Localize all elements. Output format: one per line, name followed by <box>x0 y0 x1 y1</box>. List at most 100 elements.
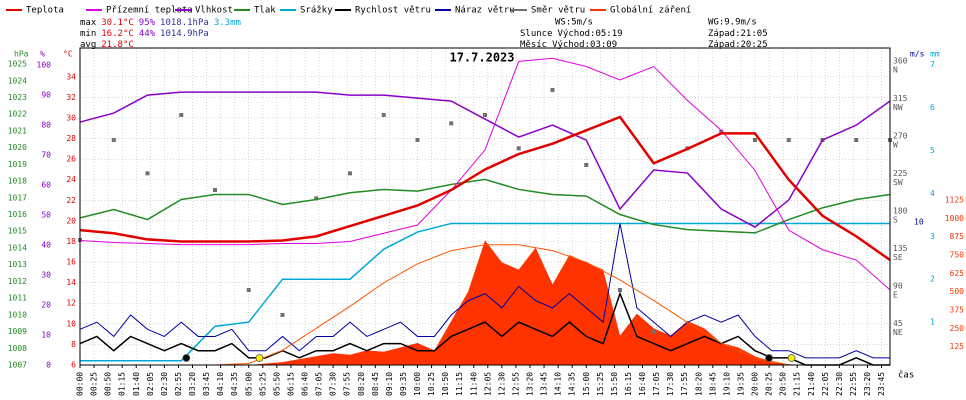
x-tick-label: 10:00 <box>413 372 422 396</box>
legend-label: Teplota <box>26 6 64 16</box>
x-tick-label: 02:05 <box>146 372 155 396</box>
y-tick-label: 7 <box>930 60 935 69</box>
y-tick-label: 0 <box>46 361 51 370</box>
x-tick-label: 11:15 <box>455 372 464 396</box>
x-tick-label: 19:35 <box>736 372 745 396</box>
plot-frame <box>79 47 891 366</box>
y-tick-label: 375 <box>950 305 965 314</box>
x-tick-label: 22:05 <box>821 372 830 396</box>
axis-unit: °C <box>63 50 73 59</box>
y-tick-label: 1017 <box>8 193 27 202</box>
y-tick-label: 1021 <box>8 126 27 135</box>
y-tick-label: 24 <box>66 175 76 184</box>
y-tick-label: 40 <box>41 241 51 250</box>
legend-label: Směr větru <box>531 6 585 16</box>
point <box>786 138 791 142</box>
point <box>348 171 352 176</box>
astro-set-time: 20:25 <box>741 40 768 50</box>
y-tick-label: 60 <box>41 181 51 190</box>
y-tick-label: 10 <box>66 319 76 328</box>
point <box>516 146 521 151</box>
y-tick-sublabel: E <box>893 291 898 300</box>
astro-rise-label: Východ: <box>552 40 590 50</box>
stats-label: min <box>80 29 96 39</box>
x-tick-label: 12:55 <box>511 372 520 396</box>
x-tick-label: 17:05 <box>652 372 661 396</box>
x-tick-label: 10:25 <box>427 372 436 396</box>
legend-label: Globální záření <box>610 6 691 16</box>
wind-max: WS:5m/s <box>555 18 593 28</box>
y-tick-sublabel: N <box>893 66 898 75</box>
point <box>381 113 386 117</box>
y-tick-label: 135 <box>893 244 908 253</box>
x-tick-label: 02:30 <box>160 372 169 396</box>
x-tick-label: 02:55 <box>174 372 183 396</box>
x-tick-label: 14:35 <box>568 372 577 396</box>
y-tick-sublabel: SE <box>893 253 903 262</box>
x-tick-label: 21:40 <box>807 372 816 396</box>
axis-unit: mm <box>930 50 940 59</box>
y-tick-label: 2 <box>930 275 935 284</box>
x-tick-label: 00:00 <box>76 372 85 396</box>
y-tick-label: 1011 <box>8 294 27 303</box>
point <box>651 329 656 334</box>
y-tick-label: 100 <box>37 61 52 70</box>
y-tick-label: 315 <box>893 94 908 103</box>
y-tick-label: 1020 <box>8 143 27 152</box>
point <box>449 121 454 126</box>
x-tick-label: 22:30 <box>835 372 844 396</box>
y-tick-label: 1022 <box>8 110 27 119</box>
y-tick-label: 5 <box>930 146 935 155</box>
y-tick-label: 20 <box>66 216 76 225</box>
y-tick-label: 1023 <box>8 93 27 102</box>
y-tick-label: 360 <box>893 57 908 66</box>
y-tick-label: 14 <box>66 278 76 287</box>
x-tick-label: 18:45 <box>708 372 717 396</box>
axis-unit: hPa <box>14 50 29 59</box>
y-tick-label: 750 <box>950 250 965 259</box>
y-tick-label: 250 <box>950 324 965 333</box>
x-tick-label: 23:45 <box>877 372 886 396</box>
x-tick-label: 20:50 <box>779 372 788 396</box>
point <box>314 196 319 201</box>
y-tick-label: 1012 <box>8 277 27 286</box>
x-tick-label: 05:00 <box>244 372 253 396</box>
y-tick-label: 1018 <box>8 177 27 186</box>
stats-value: 16.2°C <box>101 29 134 39</box>
y-tick-label: 32 <box>66 93 76 102</box>
x-tick-label: 22:55 <box>849 372 858 396</box>
y-tick-label: 1125 <box>945 195 964 204</box>
y-tick-label: 1010 <box>8 310 27 319</box>
y-tick-label: 26 <box>66 155 76 164</box>
stats-value: 1018.1hPa <box>160 18 209 28</box>
x-tick-label: 23:20 <box>863 372 872 396</box>
y-tick-label: 270 <box>893 132 908 141</box>
x-tick-label: 06:15 <box>286 372 295 396</box>
wind-max: WG:9.9m/s <box>708 18 757 28</box>
y-tick-label: 225 <box>893 169 908 178</box>
astro-label: Slunce <box>520 29 553 39</box>
y-tick-label: 80 <box>41 121 51 130</box>
point <box>753 138 757 142</box>
astro-marker <box>787 354 796 362</box>
x-tick-label: 09:10 <box>385 372 394 396</box>
y-tick-label: 1009 <box>8 327 27 336</box>
y-tick-label: 22 <box>66 196 76 205</box>
astro-set-label: Západ: <box>708 40 741 50</box>
legend-label: Přízemní teplota <box>106 6 193 16</box>
astro-marker <box>182 354 191 362</box>
x-tick-label: 13:45 <box>540 372 549 396</box>
y-tick-label: 45 <box>893 319 903 328</box>
point <box>280 313 285 317</box>
x-tick-label: 09:35 <box>399 372 408 396</box>
astro-rise-time: 03:09 <box>590 40 617 50</box>
x-axis-label: čas <box>898 370 914 381</box>
x-tick-label: 16:40 <box>638 372 647 396</box>
x-tick-label: 12:05 <box>483 372 492 396</box>
y-tick-label: 6 <box>930 103 935 112</box>
y-tick-label: 500 <box>950 287 965 296</box>
y-tick-label: 6 <box>71 361 76 370</box>
y-tick-sublabel: NW <box>893 103 903 112</box>
stats-value: 44% <box>139 29 156 39</box>
